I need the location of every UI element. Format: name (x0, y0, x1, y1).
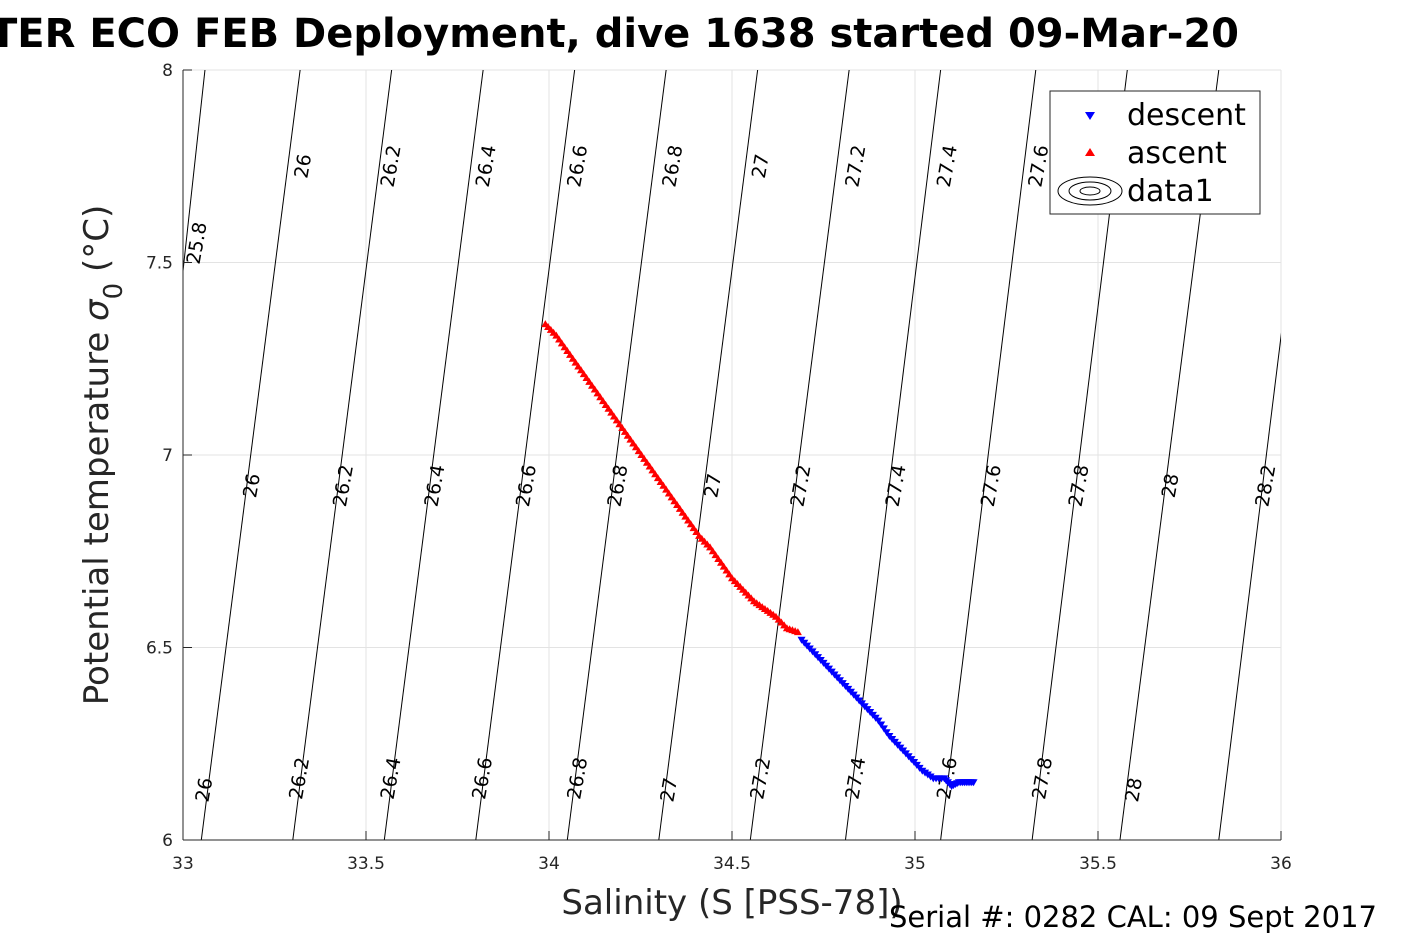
ascent-marker (703, 540, 712, 548)
svg-text:Potential temperature σ0 (°C): Potential temperature σ0 (°C) (77, 205, 129, 705)
data-series (541, 320, 978, 791)
ascent-marker (560, 343, 569, 351)
ascent-marker (593, 389, 602, 397)
axes: 33 33.5 34 34.5 35 35.5 36 6 6.5 7 7.5 8 (146, 61, 1292, 874)
chart-title: TER ECO FEB Deployment, dive 1638 starte… (0, 11, 1239, 57)
isopycnal-line (749, 70, 850, 840)
ascent-marker (714, 554, 723, 562)
legend-ascent-label: ascent (1127, 136, 1227, 171)
y-tick-label: 7.5 (146, 254, 173, 274)
isopycnal-line (292, 70, 393, 840)
contour-label: 26 (239, 472, 265, 500)
descent-marker (926, 773, 935, 781)
y-tick-label: 6.5 (146, 639, 173, 659)
ascent-marker (648, 466, 657, 474)
ascent-marker (549, 328, 558, 336)
ascent-marker (604, 404, 613, 412)
descent-marker (967, 779, 976, 787)
x-tick-label: 33.5 (347, 854, 385, 874)
x-axis-label: Salinity (S [PSS-78]) (561, 883, 902, 923)
y-axis-label-unit: (°C) (77, 205, 117, 283)
descent-marker (827, 668, 836, 676)
isopycnal-line (844, 70, 942, 840)
legend-data1-label: data1 (1127, 174, 1214, 209)
isopycnal-line (1218, 332, 1281, 840)
y-axis-label-sigma: σ (77, 298, 117, 321)
y-tick-label: 6 (162, 831, 173, 851)
contour-label: 27 (656, 776, 682, 804)
descent-marker (915, 764, 924, 772)
x-tick-label: 35.5 (1079, 854, 1117, 874)
x-tick-label: 34 (538, 854, 560, 874)
ascent-marker (626, 435, 635, 443)
descent-marker (882, 729, 891, 737)
x-tick-label: 35 (904, 854, 926, 874)
ascent-marker (681, 512, 690, 520)
ascent-marker (736, 582, 745, 590)
contour-label: 27 (748, 152, 774, 180)
ascent-marker (582, 374, 591, 381)
contour-label: 28 (1121, 776, 1147, 804)
isopycnal-line (200, 70, 301, 840)
ascent-marker (769, 610, 778, 618)
contour-label: 27 (700, 472, 726, 500)
serial-cal-footer: Serial #: 0282 CAL: 09 Sept 2017 (889, 900, 1377, 934)
ascent-marker (747, 594, 756, 602)
ascent-marker (758, 603, 767, 611)
descent-marker (893, 741, 902, 749)
ascent-marker (692, 528, 701, 535)
descent-marker (849, 691, 858, 699)
descent-marker (816, 657, 825, 665)
contour-label: 28 (1158, 472, 1184, 500)
ascent-marker (791, 627, 800, 635)
ascent-series (541, 320, 802, 636)
isopycnal-line (566, 70, 667, 840)
y-tick-label: 7 (162, 446, 173, 466)
ascent-marker (571, 358, 580, 366)
ascent-marker (725, 570, 734, 578)
ascent-marker (615, 420, 624, 428)
descent-marker (937, 775, 946, 783)
descent-marker (860, 703, 869, 711)
isopycnal-line (940, 70, 1037, 840)
isopycnal-line (183, 70, 206, 276)
descent-series (797, 636, 978, 791)
y-axis-label: Potential temperature σ0 (°C) (77, 205, 129, 705)
descent-marker (879, 725, 888, 733)
legend-data1-marker (1057, 176, 1123, 206)
x-tick-label: 36 (1270, 854, 1292, 874)
legend-descent-marker (1085, 112, 1095, 120)
descent-marker (904, 753, 913, 761)
x-tick-label: 33 (172, 854, 194, 874)
descent-marker (877, 721, 886, 729)
x-tick-label: 34.5 (713, 854, 751, 874)
legend: descent ascent data1 (1049, 90, 1261, 215)
contour-label: 26 (192, 776, 218, 804)
ascent-marker (780, 621, 789, 629)
isopycnal-line (475, 70, 576, 840)
legend-box (1049, 90, 1261, 215)
y-tick-label: 8 (162, 61, 173, 81)
contour-label: 26 (290, 152, 316, 180)
y-axis-label-main: Potential temperature (77, 321, 117, 705)
isopycnal-line (383, 70, 484, 840)
descent-marker (805, 645, 814, 653)
descent-marker (838, 680, 847, 688)
isopycnal-line (658, 70, 759, 840)
legend-ascent-marker (1085, 148, 1095, 156)
ascent-marker (637, 451, 646, 458)
y-axis-label-subscript: 0 (99, 283, 129, 300)
descent-marker (871, 714, 880, 722)
ascent-marker (659, 481, 668, 489)
ascent-marker (670, 497, 679, 505)
legend-descent-label: descent (1127, 98, 1246, 133)
